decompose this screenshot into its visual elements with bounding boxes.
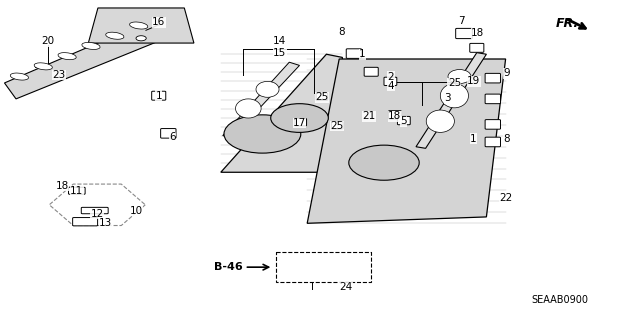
Ellipse shape bbox=[426, 110, 454, 132]
FancyBboxPatch shape bbox=[485, 73, 500, 83]
Circle shape bbox=[349, 145, 419, 180]
Text: 6: 6 bbox=[170, 132, 176, 142]
FancyBboxPatch shape bbox=[330, 268, 344, 274]
Text: 8: 8 bbox=[503, 134, 509, 144]
Ellipse shape bbox=[448, 70, 471, 84]
Text: 8: 8 bbox=[338, 27, 344, 37]
Text: 4: 4 bbox=[388, 81, 394, 91]
Text: 1: 1 bbox=[359, 49, 365, 59]
Polygon shape bbox=[223, 62, 300, 137]
FancyBboxPatch shape bbox=[388, 111, 401, 119]
Text: 17: 17 bbox=[293, 118, 306, 128]
Text: 20: 20 bbox=[42, 36, 54, 47]
Text: 3: 3 bbox=[444, 93, 451, 103]
FancyBboxPatch shape bbox=[470, 43, 484, 52]
Text: 15: 15 bbox=[273, 48, 286, 58]
Text: 1: 1 bbox=[470, 134, 477, 144]
Text: 18: 18 bbox=[56, 181, 68, 191]
FancyBboxPatch shape bbox=[81, 207, 108, 214]
Circle shape bbox=[136, 36, 147, 41]
FancyBboxPatch shape bbox=[292, 258, 330, 267]
FancyBboxPatch shape bbox=[384, 77, 397, 85]
FancyBboxPatch shape bbox=[485, 94, 500, 104]
Text: 12: 12 bbox=[91, 209, 104, 219]
Ellipse shape bbox=[106, 32, 124, 39]
Text: 19: 19 bbox=[467, 76, 480, 86]
Circle shape bbox=[224, 115, 301, 153]
Text: 13: 13 bbox=[99, 218, 112, 228]
Polygon shape bbox=[4, 19, 170, 99]
Text: 25: 25 bbox=[331, 121, 344, 131]
FancyBboxPatch shape bbox=[485, 120, 500, 129]
Ellipse shape bbox=[10, 73, 29, 80]
Text: 1: 1 bbox=[156, 91, 162, 101]
Ellipse shape bbox=[34, 63, 52, 70]
FancyBboxPatch shape bbox=[346, 49, 362, 58]
Polygon shape bbox=[416, 53, 486, 148]
FancyBboxPatch shape bbox=[456, 28, 472, 39]
FancyBboxPatch shape bbox=[68, 187, 85, 194]
Text: FR.: FR. bbox=[556, 17, 579, 30]
Text: 9: 9 bbox=[503, 68, 509, 78]
Text: 11: 11 bbox=[70, 186, 83, 197]
FancyBboxPatch shape bbox=[316, 93, 328, 100]
FancyBboxPatch shape bbox=[276, 252, 371, 282]
Polygon shape bbox=[221, 54, 342, 172]
Ellipse shape bbox=[82, 42, 100, 49]
FancyBboxPatch shape bbox=[332, 122, 343, 129]
FancyBboxPatch shape bbox=[73, 218, 98, 226]
Text: SEAAB0900: SEAAB0900 bbox=[531, 295, 588, 305]
Text: 25: 25 bbox=[316, 92, 328, 102]
Text: 5: 5 bbox=[401, 116, 407, 126]
FancyBboxPatch shape bbox=[397, 116, 410, 125]
Polygon shape bbox=[88, 8, 194, 43]
Text: 2: 2 bbox=[388, 71, 394, 82]
Text: 7: 7 bbox=[458, 16, 465, 26]
Circle shape bbox=[271, 104, 328, 132]
FancyBboxPatch shape bbox=[364, 67, 378, 76]
Polygon shape bbox=[307, 59, 506, 223]
FancyBboxPatch shape bbox=[152, 91, 166, 100]
Text: 16: 16 bbox=[152, 17, 165, 27]
Text: 18: 18 bbox=[471, 28, 484, 39]
Ellipse shape bbox=[129, 22, 148, 29]
Text: 21: 21 bbox=[362, 111, 375, 122]
Text: 14: 14 bbox=[273, 36, 286, 47]
Text: 23: 23 bbox=[52, 70, 65, 80]
Ellipse shape bbox=[440, 84, 468, 108]
Ellipse shape bbox=[256, 81, 279, 97]
Text: 18: 18 bbox=[388, 111, 401, 122]
Text: 25: 25 bbox=[448, 78, 461, 88]
Ellipse shape bbox=[236, 99, 261, 118]
Text: 10: 10 bbox=[130, 205, 143, 216]
Text: 22: 22 bbox=[500, 193, 513, 203]
FancyBboxPatch shape bbox=[485, 137, 500, 147]
Text: 24: 24 bbox=[339, 282, 352, 292]
FancyBboxPatch shape bbox=[161, 129, 176, 138]
Ellipse shape bbox=[58, 53, 76, 60]
Text: B-46: B-46 bbox=[214, 262, 243, 272]
FancyBboxPatch shape bbox=[295, 119, 307, 126]
